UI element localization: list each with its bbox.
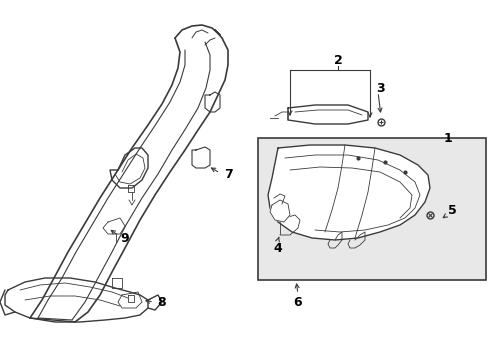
Text: 5: 5 [448,203,456,216]
Polygon shape [288,105,368,124]
Text: 4: 4 [273,242,282,255]
Text: 6: 6 [294,296,302,309]
Text: 8: 8 [158,296,166,309]
Polygon shape [118,292,142,308]
Text: 7: 7 [223,168,232,181]
Text: 9: 9 [121,231,129,244]
Polygon shape [103,218,125,234]
Polygon shape [110,148,148,188]
Polygon shape [5,278,148,322]
Text: 1: 1 [443,131,452,144]
Polygon shape [175,25,220,38]
Bar [258,138,486,280]
Text: 3: 3 [376,81,384,94]
Text: 2: 2 [334,54,343,67]
Polygon shape [270,200,290,222]
Polygon shape [268,145,430,240]
